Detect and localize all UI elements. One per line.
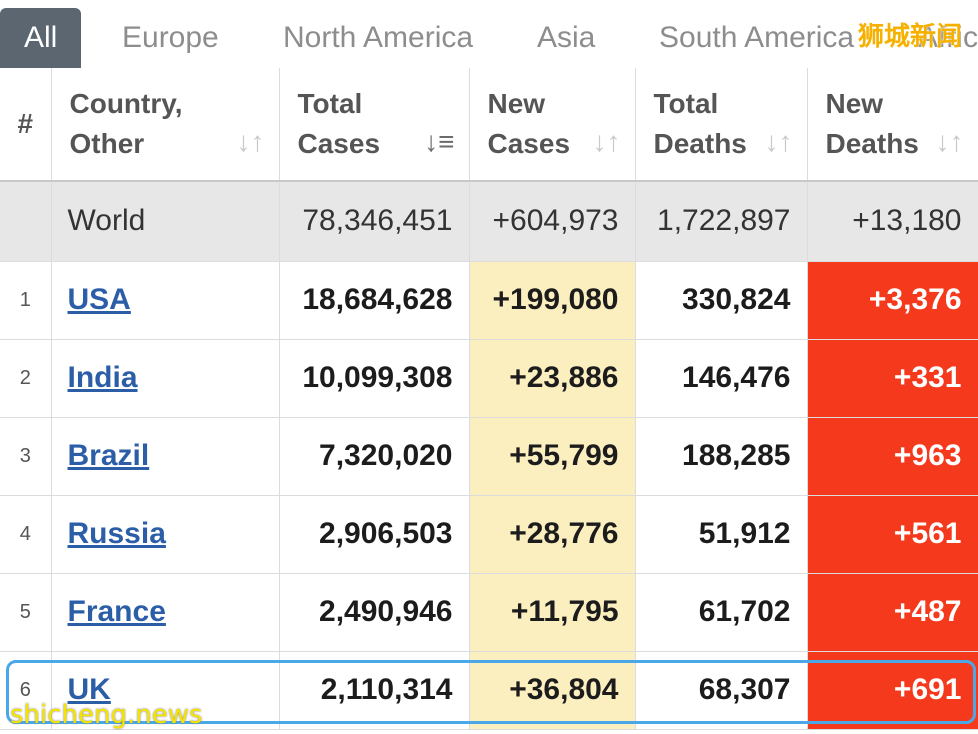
tab-asia[interactable]: Asia: [537, 21, 596, 54]
country-link[interactable]: Brazil: [67, 439, 150, 472]
new-cases-cell: +55,799: [469, 417, 636, 496]
new-cases-cell: +28,776: [469, 495, 636, 574]
country-cell: UK: [51, 651, 280, 730]
sort-icon[interactable]: ↓↑: [764, 126, 793, 157]
tab-all[interactable]: All: [0, 8, 82, 68]
table-row: 6 UK 2,110,314 +36,804 68,307 +691: [0, 651, 978, 730]
rank-cell: 4: [0, 495, 52, 574]
column-header-country[interactable]: Country, Other ↓↑: [51, 68, 280, 182]
country-cell: India: [51, 339, 280, 418]
sort-icon[interactable]: ↓↑: [935, 126, 964, 157]
watermark-logo-top: 狮城新闻: [857, 22, 962, 52]
column-header-new-cases[interactable]: New Cases ↓↑: [469, 68, 636, 182]
country-cell: France: [51, 573, 280, 652]
country-link[interactable]: Russia: [67, 517, 166, 550]
column-header-rank[interactable]: #: [0, 68, 52, 182]
new-deaths-cell: +487: [807, 573, 978, 652]
region-tabs: All Europe North America Asia South Amer…: [0, 0, 978, 69]
total-cases-cell: 7,320,020: [279, 417, 470, 496]
column-header-new-deaths[interactable]: New Deaths ↓↑: [807, 68, 978, 182]
column-header-total-cases[interactable]: Total Cases ↓≡: [279, 68, 470, 182]
table-row: 4 Russia 2,906,503 +28,776 51,912 +561: [0, 495, 978, 574]
total-cases-cell: 18,684,628: [279, 261, 470, 340]
new-cases-cell: +36,804: [469, 651, 636, 730]
new-deaths-cell: +963: [807, 417, 978, 496]
new-deaths-cell: +13,180: [807, 181, 978, 262]
total-cases-cell: 2,906,503: [279, 495, 470, 574]
new-cases-cell: +23,886: [469, 339, 636, 418]
total-cases-cell: 2,110,314: [279, 651, 470, 730]
column-header-total-deaths[interactable]: Total Deaths ↓↑: [635, 68, 808, 182]
total-deaths-cell: 330,824: [635, 261, 808, 340]
total-cases-cell: 78,346,451: [279, 181, 470, 262]
tab-south-america[interactable]: South America: [659, 21, 855, 54]
new-deaths-cell: +561: [807, 495, 978, 574]
world-total-row: World 78,346,451 +604,973 1,722,897 +13,…: [0, 181, 978, 262]
total-deaths-cell: 146,476: [635, 339, 808, 418]
sort-icon[interactable]: ↓↑: [236, 126, 265, 157]
rank-cell: 3: [0, 417, 52, 496]
total-deaths-cell: 188,285: [635, 417, 808, 496]
total-deaths-cell: 1,722,897: [635, 181, 808, 262]
table-row: 1 USA 18,684,628 +199,080 330,824 +3,376: [0, 261, 978, 340]
country-cell: USA: [51, 261, 280, 340]
covid-stats-table: # Country, Other ↓↑ Total Cases ↓≡ New Case…: [0, 68, 978, 730]
total-deaths-cell: 51,912: [635, 495, 808, 574]
rank-cell: 5: [0, 573, 52, 652]
table-row: 5 France 2,490,946 +11,795 61,702 +487: [0, 573, 978, 652]
rank-cell: 2: [0, 339, 52, 418]
country-link[interactable]: France: [67, 595, 166, 628]
country-cell: Russia: [51, 495, 280, 574]
new-deaths-cell: +691: [807, 651, 978, 730]
new-deaths-cell: +3,376: [807, 261, 978, 340]
tab-north-america[interactable]: North America: [283, 21, 474, 54]
country-link[interactable]: UK: [67, 673, 111, 706]
table-row: 2 India 10,099,308 +23,886 146,476 +331: [0, 339, 978, 418]
tab-europe[interactable]: Europe: [122, 21, 219, 54]
total-cases-cell: 10,099,308: [279, 339, 470, 418]
country-link[interactable]: India: [67, 361, 138, 394]
sort-descending-icon[interactable]: ↓≡: [424, 126, 455, 157]
table-row: 3 Brazil 7,320,020 +55,799 188,285 +963: [0, 417, 978, 496]
rank-cell: [0, 181, 52, 262]
tab-africa[interactable]: Afric: [918, 21, 978, 54]
country-cell: World: [51, 181, 280, 262]
total-deaths-cell: 61,702: [635, 573, 808, 652]
sort-icon[interactable]: ↓↑: [592, 126, 621, 157]
table-header-row: # Country, Other ↓↑ Total Cases ↓≡ New Case…: [0, 68, 978, 182]
total-cases-cell: 2,490,946: [279, 573, 470, 652]
total-deaths-cell: 68,307: [635, 651, 808, 730]
watermark-text-bottom: shicheng.news: [10, 700, 203, 730]
new-cases-cell: +604,973: [469, 181, 636, 262]
new-cases-cell: +199,080: [469, 261, 636, 340]
new-deaths-cell: +331: [807, 339, 978, 418]
rank-cell: 1: [0, 261, 52, 340]
country-cell: Brazil: [51, 417, 280, 496]
new-cases-cell: +11,795: [469, 573, 636, 652]
country-link[interactable]: USA: [67, 283, 131, 316]
